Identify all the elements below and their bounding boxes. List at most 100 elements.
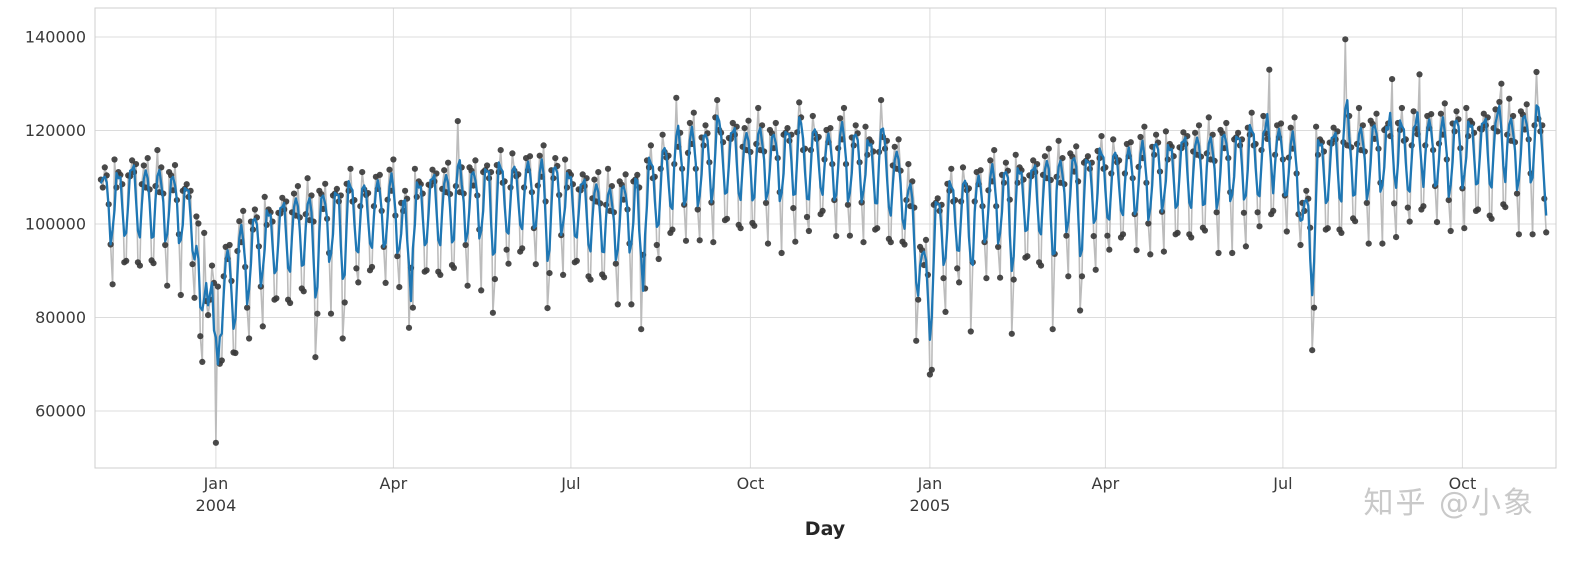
scatter-point — [111, 156, 118, 163]
scatter-point — [874, 225, 881, 232]
scatter-point — [1147, 251, 1154, 258]
scatter-point — [144, 155, 151, 162]
plot-border — [94, 7, 1557, 469]
scatter-point — [805, 227, 813, 235]
scatter-point — [1445, 197, 1452, 204]
scatter-point — [809, 112, 816, 120]
scatter-point — [450, 264, 457, 271]
scatter-point — [368, 263, 376, 271]
scatter-point — [591, 176, 598, 183]
scatter-point — [995, 243, 1002, 250]
scatter-point — [1002, 159, 1010, 166]
scatter-point — [405, 324, 413, 331]
scatter-point — [755, 104, 762, 112]
scatter-point — [1437, 110, 1444, 117]
scatter-point — [1213, 209, 1220, 216]
scatter-point — [226, 241, 233, 249]
scatter-point — [1287, 124, 1294, 131]
scatter-point — [1073, 143, 1080, 150]
scatter-point — [294, 183, 301, 190]
scatter-point — [205, 312, 212, 319]
x-axis-title: Day — [804, 518, 846, 540]
scatter-point — [1311, 304, 1318, 311]
scatter-point — [287, 299, 294, 307]
scatter-point — [171, 162, 179, 169]
scatter-point — [423, 267, 430, 274]
y-tick-label: 60000 — [35, 402, 86, 421]
scatter-point — [212, 439, 219, 446]
scatter-point — [1030, 157, 1037, 164]
scatter-point — [197, 333, 204, 340]
x-tick-year-label: 2004 — [196, 496, 237, 515]
x-tick-label: Jan — [203, 474, 229, 493]
scatter-point — [1373, 110, 1380, 117]
scatter-point — [1391, 200, 1398, 207]
scatter-point — [1098, 133, 1105, 140]
scatter-point — [1133, 247, 1140, 254]
scatter-point — [327, 310, 335, 317]
scatter-point — [290, 190, 298, 197]
scatter-point — [1428, 111, 1435, 118]
scatter-point — [208, 262, 216, 269]
scatter-point — [694, 206, 701, 213]
scatter-point — [189, 261, 196, 268]
scatter-point — [154, 147, 161, 154]
scatter-point — [595, 169, 602, 176]
scatter-point — [1496, 98, 1503, 106]
scatter-point — [1180, 129, 1187, 136]
daily-connector-line — [100, 39, 1547, 443]
rolling-mean-line — [99, 99, 1548, 366]
scatter-point — [396, 284, 403, 291]
scatter-point — [948, 165, 955, 172]
x-tick-label: Jul — [1272, 474, 1292, 493]
scatter-point — [669, 226, 676, 233]
scatter-point — [655, 255, 662, 263]
scatter-point — [1201, 227, 1208, 234]
scatter-point — [540, 142, 547, 149]
scatter-point — [751, 222, 758, 229]
scatter-point — [1141, 123, 1148, 130]
scatter-point — [690, 109, 697, 116]
scatter-point — [353, 265, 360, 272]
scatter-point — [745, 117, 752, 124]
scatter-point — [653, 241, 660, 249]
scatter-point — [497, 147, 504, 154]
scatter-point — [1153, 131, 1160, 138]
scatter-point — [402, 187, 409, 194]
scatter-point — [1480, 110, 1487, 117]
scatter-point — [1338, 229, 1345, 236]
scatter-point — [140, 162, 147, 169]
scatter-point — [772, 119, 779, 127]
scatter-point — [659, 131, 666, 138]
scatter-point — [536, 152, 543, 159]
x-tick-label: Jan — [917, 474, 943, 493]
scatter-point — [860, 239, 867, 246]
scatter-point — [1106, 246, 1113, 253]
scatter-point — [1324, 225, 1331, 232]
scatter-point — [1254, 209, 1261, 216]
scatter-point — [236, 218, 243, 225]
scatter-point — [573, 257, 580, 264]
scatter-point — [1119, 231, 1127, 238]
scatter-point — [895, 136, 902, 143]
scatter-point — [1049, 326, 1056, 333]
scatter-point — [1463, 104, 1470, 112]
scatter-point — [1543, 229, 1550, 236]
scatter-point — [1266, 66, 1273, 73]
scatter-point — [1513, 190, 1521, 197]
x-tick-label: Oct — [737, 474, 765, 493]
scatter-point — [628, 301, 635, 308]
scatter-point — [647, 142, 655, 149]
scatter-point — [454, 118, 461, 125]
scatter-point — [827, 125, 834, 132]
scatter-point — [905, 161, 912, 168]
scatter-point — [1488, 215, 1495, 222]
scatter-point — [792, 238, 799, 245]
scatter-point — [852, 122, 859, 129]
scatter-point — [136, 262, 143, 269]
scatter-point — [729, 119, 736, 127]
scatter-point — [259, 323, 266, 330]
scatter-point — [840, 104, 848, 112]
scatter-point — [991, 147, 998, 154]
scatter-point — [1077, 307, 1084, 314]
